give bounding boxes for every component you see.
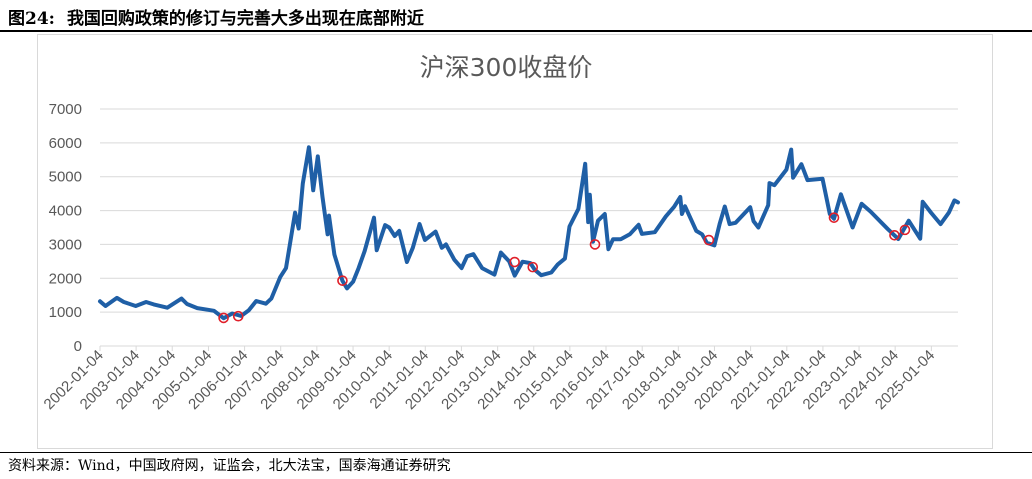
figure-number: 图24: xyxy=(8,9,55,29)
series-line xyxy=(98,145,960,321)
figure-header: 图24: 我国回购政策的修订与完善大多出现在底部附近 xyxy=(0,0,1032,31)
repurchase-marker xyxy=(337,275,348,286)
y-tick-label: 4000 xyxy=(49,203,82,220)
repurchase-marker xyxy=(589,239,601,250)
x-axis: 2002-01-042003-01-042004-01-042005-01-04… xyxy=(41,345,958,413)
y-axis: 0 1000 2000 3000 4000 5000 6000 7000 xyxy=(49,101,82,355)
y-tick-label: 1000 xyxy=(49,304,82,321)
chart-title: 沪深300收盘价 xyxy=(420,53,593,82)
gridlines xyxy=(100,108,958,347)
y-tick-label: 3000 xyxy=(49,236,82,253)
y-tick-label: 0 xyxy=(74,338,82,355)
repurchase-marker xyxy=(703,234,715,246)
repurchase-marker xyxy=(509,256,520,268)
repurchase-marker xyxy=(889,229,900,241)
figure-title: 图24: 我国回购政策的修订与完善大多出现在底部附近 xyxy=(8,4,424,29)
series-line-group xyxy=(98,145,960,321)
repurchase-markers xyxy=(218,212,911,324)
source-note: 资料来源：Wind，中国政府网，证监会，北大法宝，国泰海通证券研究 xyxy=(8,458,451,474)
repurchase-marker xyxy=(828,212,840,223)
y-tick-label: 7000 xyxy=(49,101,82,118)
y-tick-label: 5000 xyxy=(49,169,82,186)
repurchase-marker xyxy=(527,261,539,273)
repurchase-marker xyxy=(218,312,229,324)
top-rule xyxy=(0,30,1032,32)
figure-title-text: 我国回购政策的修订与完善大多出现在底部附近 xyxy=(66,9,424,29)
chart-frame xyxy=(37,34,993,449)
repurchase-marker xyxy=(899,224,911,236)
repurchase-marker xyxy=(232,310,244,322)
y-tick-label: 2000 xyxy=(49,270,82,287)
bottom-rule xyxy=(0,452,1032,453)
y-tick-label: 6000 xyxy=(49,135,82,152)
